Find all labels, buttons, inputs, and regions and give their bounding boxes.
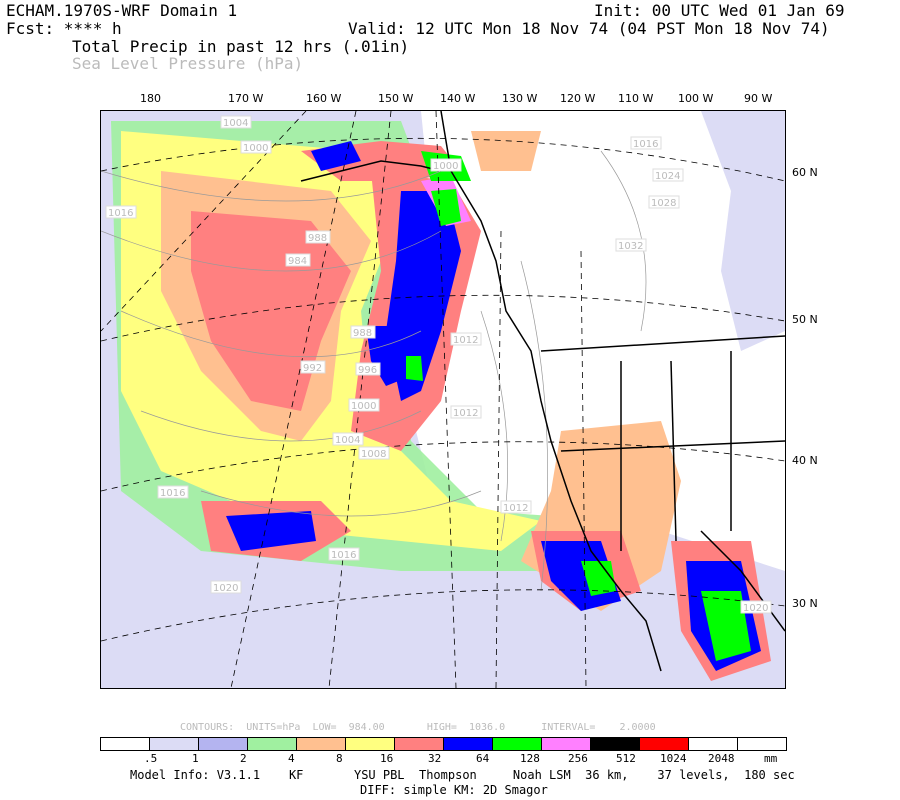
pressure-label: 1012 <box>453 408 478 419</box>
lon-label-110w: 110 W <box>618 92 654 105</box>
precip-map: 1004 1000 1016 988 984 992 988 996 1000 … <box>100 110 786 689</box>
colorbar-label: .5 <box>144 752 158 765</box>
colorbar-label: 16 <box>380 752 394 765</box>
colorbar-label: 4 <box>288 752 295 765</box>
colorbar-swatch <box>346 738 395 750</box>
colorbar <box>100 737 787 751</box>
model-info: Model Info: V3.1.1 KF YSU PBL Thompson N… <box>130 768 795 782</box>
pressure-label: 984 <box>288 256 307 267</box>
lon-label-120w: 120 W <box>560 92 596 105</box>
colorbar-label: 512 <box>616 752 636 765</box>
colorbar-label: 1 <box>192 752 199 765</box>
valid-time: Valid: 12 UTC Mon 18 Nov 74 (04 PST Mon … <box>348 19 830 38</box>
lon-label-90w: 90 W <box>744 92 773 105</box>
pressure-label: 1016 <box>160 488 185 499</box>
colorbar-units: mm <box>764 752 778 765</box>
lon-label-180: 180 <box>140 92 161 105</box>
colorbar-label: 64 <box>476 752 490 765</box>
diff-info: DIFF: simple KM: 2D Smagor <box>360 783 548 797</box>
pressure-label: 1004 <box>223 118 248 129</box>
pressure-label: 1028 <box>651 198 676 209</box>
field-title-slp: Sea Level Pressure (hPa) <box>72 54 304 73</box>
pressure-label: 1000 <box>433 161 458 172</box>
colorbar-label: 2048 <box>708 752 735 765</box>
colorbar-swatch <box>199 738 248 750</box>
pressure-label: 1016 <box>108 208 133 219</box>
pressure-label: 1000 <box>243 143 268 154</box>
colorbar-swatch <box>640 738 689 750</box>
pressure-label: 1012 <box>453 335 478 346</box>
pressure-label: 1008 <box>361 449 386 460</box>
colorbar-swatch <box>248 738 297 750</box>
colorbar-swatch <box>591 738 640 750</box>
lon-label-130w: 130 W <box>502 92 538 105</box>
colorbar-label: 2 <box>240 752 247 765</box>
colorbar-label: 256 <box>568 752 588 765</box>
pressure-label: 992 <box>303 363 322 374</box>
lat-label-50n: 50 N <box>792 313 818 326</box>
pressure-label: 988 <box>308 233 327 244</box>
colorbar-label: 32 <box>428 752 442 765</box>
lon-label-170w: 170 W <box>228 92 264 105</box>
contours-info: CONTOURS: UNITS=hPa LOW= 984.00 HIGH= 10… <box>180 722 656 733</box>
init-time: Init: 00 UTC Wed 01 Jan 69 <box>594 1 845 20</box>
lat-label-60n: 60 N <box>792 166 818 179</box>
pressure-label: 996 <box>358 365 377 376</box>
colorbar-swatch <box>689 738 738 750</box>
lat-label-30n: 30 N <box>792 597 818 610</box>
forecast-hour: Fcst: **** h <box>6 19 122 38</box>
colorbar-label: 8 <box>336 752 343 765</box>
pressure-label: 1024 <box>655 171 680 182</box>
pressure-label: 1012 <box>503 503 528 514</box>
colorbar-swatch <box>395 738 444 750</box>
colorbar-label: 1024 <box>660 752 687 765</box>
lon-label-140w: 140 W <box>440 92 476 105</box>
colorbar-swatch <box>297 738 346 750</box>
map-svg: 1004 1000 1016 988 984 992 988 996 1000 … <box>101 111 785 688</box>
lat-label-40n: 40 N <box>792 454 818 467</box>
colorbar-swatch <box>444 738 493 750</box>
pressure-label: 988 <box>353 328 372 339</box>
pressure-label: 1016 <box>331 550 356 561</box>
colorbar-swatch <box>738 738 786 750</box>
pressure-label: 1032 <box>618 241 643 252</box>
pressure-label: 1000 <box>351 401 376 412</box>
pressure-label: 1020 <box>213 583 238 594</box>
colorbar-swatch <box>101 738 150 750</box>
field-title-precip: Total Precip in past 12 hrs (.01in) <box>72 37 410 56</box>
lon-label-160w: 160 W <box>306 92 342 105</box>
lon-label-150w: 150 W <box>378 92 414 105</box>
pressure-label: 1020 <box>743 603 768 614</box>
colorbar-label: 128 <box>520 752 540 765</box>
colorbar-swatch <box>150 738 199 750</box>
colorbar-swatch <box>493 738 542 750</box>
pressure-label: 1004 <box>335 435 360 446</box>
lon-label-100w: 100 W <box>678 92 714 105</box>
colorbar-swatch <box>542 738 591 750</box>
model-title: ECHAM.1970S-WRF Domain 1 <box>6 1 238 20</box>
pressure-label: 1016 <box>633 139 658 150</box>
